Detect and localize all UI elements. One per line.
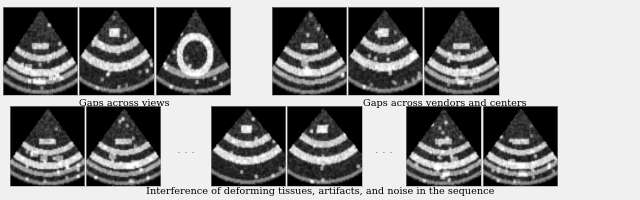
Text: Gaps across vendors and centers: Gaps across vendors and centers	[363, 99, 527, 107]
Text: Interference of deforming tissues, artifacts, and noise in the sequence: Interference of deforming tissues, artif…	[146, 187, 494, 195]
Text: . . .: . . .	[177, 144, 195, 154]
Text: . . .: . . .	[376, 144, 393, 154]
Text: Gaps across views: Gaps across views	[79, 99, 170, 107]
